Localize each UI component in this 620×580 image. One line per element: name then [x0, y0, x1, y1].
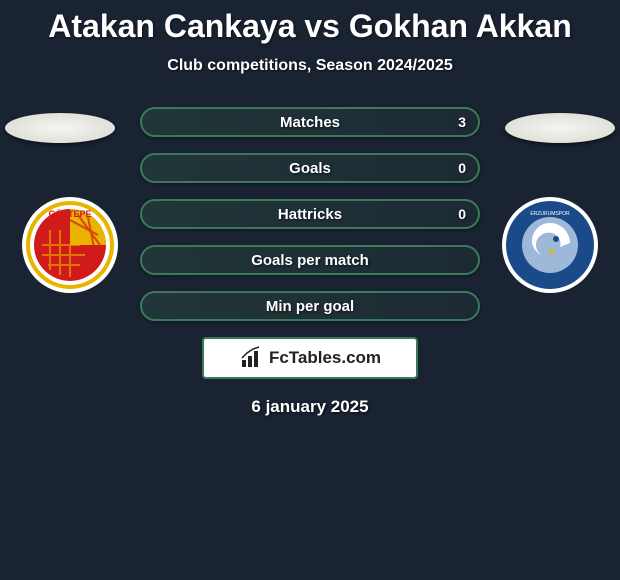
stat-row-min-per-goal: Min per goal [140, 291, 480, 321]
stat-right-value: 0 [458, 160, 466, 176]
brand-box: FcTables.com [202, 337, 418, 379]
erzurumspor-label: ERZURUMSPOR [530, 211, 570, 217]
stat-row-hattricks: Hattricks 0 [140, 199, 480, 229]
goztepe-icon: GÖZTEPE [20, 195, 120, 295]
erzurumspor-icon: ERZURUMSPOR [500, 195, 600, 295]
page-title: Atakan Cankaya vs Gokhan Akkan [0, 0, 620, 45]
player-right-oval [505, 113, 615, 143]
date-text: 6 january 2025 [0, 397, 620, 417]
stat-right-value: 0 [458, 206, 466, 222]
brand-text: FcTables.com [269, 348, 381, 368]
stat-label: Min per goal [142, 298, 478, 315]
stats-list: Matches 3 Goals 0 Hattricks 0 Goals per … [140, 107, 480, 321]
team-right-badge: ERZURUMSPOR [500, 195, 600, 295]
stat-label: Matches [142, 114, 478, 131]
stat-row-goals-per-match: Goals per match [140, 245, 480, 275]
team-left-badge: GÖZTEPE [20, 195, 120, 295]
stat-right-value: 3 [458, 114, 466, 130]
stat-row-matches: Matches 3 [140, 107, 480, 137]
stat-label: Goals per match [142, 252, 478, 269]
subtitle: Club competitions, Season 2024/2025 [0, 57, 620, 75]
goztepe-label: GÖZTEPE [48, 209, 91, 219]
chart-icon [239, 346, 263, 370]
player-left-oval [5, 113, 115, 143]
comparison-area: GÖZTEPE ERZURUMSPOR [0, 107, 620, 417]
stat-label: Hattricks [142, 206, 478, 223]
stat-row-goals: Goals 0 [140, 153, 480, 183]
stat-label: Goals [142, 160, 478, 177]
